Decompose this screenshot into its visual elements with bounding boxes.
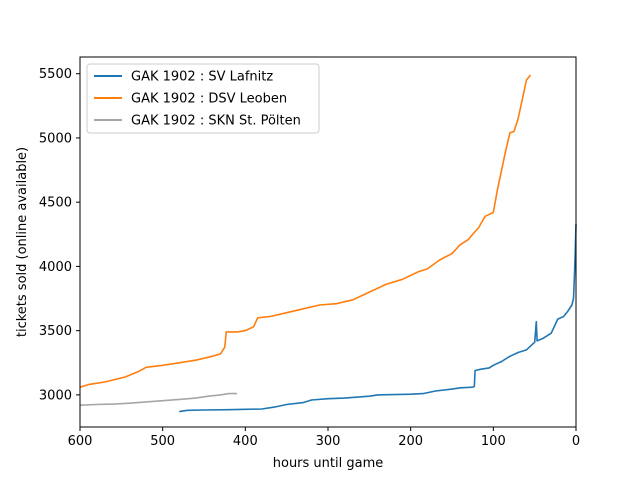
y-tick-label: 3000	[39, 388, 72, 403]
y-tick-label: 3500	[39, 324, 72, 339]
x-tick-label: 200	[398, 434, 423, 449]
y-axis-label: tickets sold (online available)	[15, 147, 30, 337]
legend-box	[86, 63, 320, 134]
x-tick-label: 0	[572, 434, 580, 449]
legend: GAK 1902 : SV Lafnitz GAK 1902 : DSV Leob…	[86, 63, 320, 134]
y-tick-label: 4500	[39, 196, 72, 211]
legend-entry: GAK 1902 : SKN St. Pölten	[131, 114, 301, 129]
x-axis-ticks: 600 500 400 300 200 100 0	[68, 427, 580, 449]
x-tick-label: 500	[150, 434, 175, 449]
legend-entry: GAK 1902 : DSV Leoben	[131, 92, 287, 107]
x-axis-label: hours until game	[273, 456, 384, 471]
x-tick-label: 100	[481, 434, 506, 449]
y-tick-label: 5000	[39, 131, 72, 146]
y-tick-label: 4000	[39, 260, 72, 275]
y-axis-ticks: 3000 3500 4000 4500 5000 5500	[39, 67, 80, 403]
x-tick-label: 300	[316, 434, 341, 449]
series-line	[79, 392, 238, 406]
legend-entry: GAK 1902 : SV Lafnitz	[131, 70, 273, 85]
series-layer	[79, 74, 577, 413]
series-line	[79, 74, 532, 388]
y-tick-label: 5500	[39, 67, 72, 82]
series-line	[179, 223, 577, 413]
x-tick-label: 400	[233, 434, 258, 449]
x-tick-label: 600	[68, 434, 93, 449]
